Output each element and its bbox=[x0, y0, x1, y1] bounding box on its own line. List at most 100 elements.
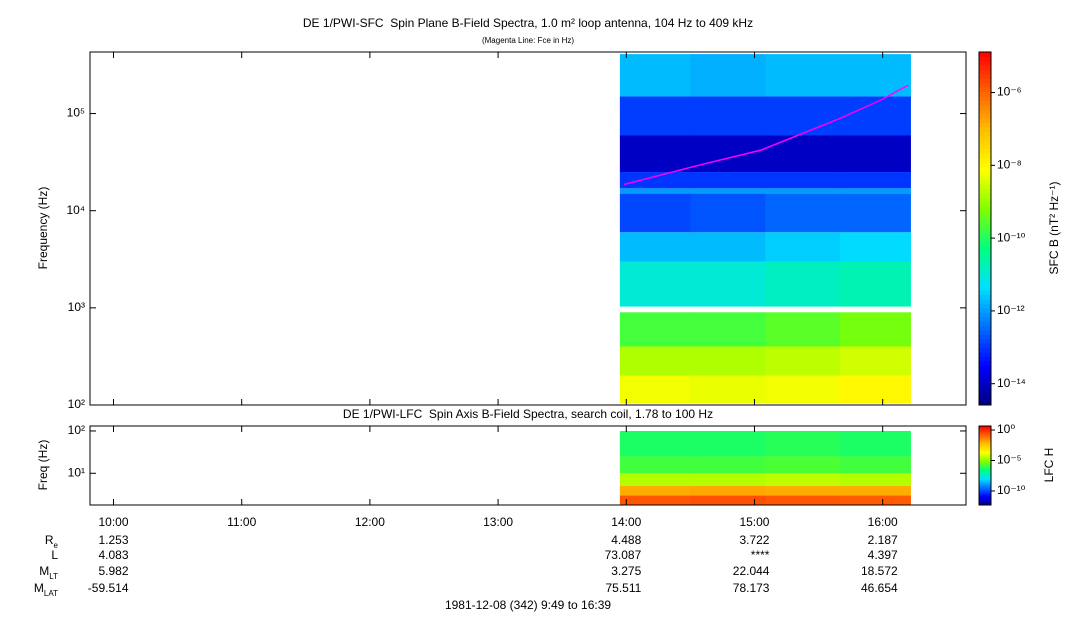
colorbar-swatch bbox=[979, 202, 991, 207]
spectrogram-cell bbox=[765, 486, 841, 496]
colorbar-swatch bbox=[979, 193, 991, 199]
spectrogram-cell bbox=[839, 473, 911, 487]
ephemeris-label-sub: LT bbox=[49, 572, 58, 581]
spectrogram-cell bbox=[619, 495, 691, 505]
colorbar-swatch bbox=[979, 52, 991, 57]
spectrogram-cell bbox=[765, 456, 841, 474]
colorbar-swatch bbox=[979, 135, 991, 141]
colorbar-swatch bbox=[979, 483, 991, 485]
panel-title: DE 1/PWI-LFC Spin Axis B-Field Spectra, … bbox=[343, 407, 713, 421]
spectrogram-cell bbox=[690, 430, 766, 457]
colorbar-swatch bbox=[979, 453, 991, 456]
ephemeris-value: **** bbox=[751, 548, 770, 562]
colorbar-swatch bbox=[979, 299, 991, 304]
colorbar-swatch bbox=[979, 179, 991, 185]
colorbar-swatch bbox=[979, 316, 991, 322]
colorbar-swatch bbox=[979, 263, 991, 269]
y-axis-label: Frequency (Hz) bbox=[36, 187, 50, 270]
colorbar-swatch bbox=[979, 426, 991, 428]
colorbar-swatch bbox=[979, 157, 991, 163]
ephemeris-label-main: R bbox=[45, 533, 54, 547]
colorbar-swatch bbox=[979, 450, 991, 453]
ephemeris-value: 22.044 bbox=[733, 564, 770, 578]
spectrogram-cell bbox=[839, 193, 911, 233]
colorbar-swatch bbox=[979, 104, 991, 110]
colorbar-swatch bbox=[979, 447, 991, 450]
colorbar-swatch bbox=[979, 476, 991, 478]
colorbar-swatch bbox=[979, 329, 991, 335]
colorbar-swatch bbox=[979, 429, 991, 432]
spectrogram-cell bbox=[839, 135, 911, 173]
spectrogram-cell bbox=[690, 346, 766, 376]
colorbar-swatch bbox=[979, 391, 991, 397]
spectrogram-cell bbox=[619, 473, 691, 487]
colorbar-swatch bbox=[979, 127, 991, 132]
colorbar-swatch bbox=[979, 268, 991, 274]
colorbar-swatch bbox=[979, 100, 991, 106]
spectrogram-cell bbox=[839, 486, 911, 496]
y-tick-label: 10³ bbox=[68, 300, 85, 314]
colorbar-swatch bbox=[979, 149, 991, 154]
colorbar-swatch bbox=[979, 352, 991, 357]
colorbar-frame bbox=[978, 425, 992, 506]
colorbar-swatch bbox=[979, 460, 991, 462]
plot-frame bbox=[89, 51, 967, 406]
spectrogram-cell bbox=[619, 312, 691, 347]
colorbar-tick-label: 10⁰ bbox=[997, 422, 1015, 436]
spectrogram-cell bbox=[690, 486, 766, 496]
colorbar-swatch bbox=[979, 360, 991, 366]
spectrogram-cell bbox=[690, 135, 766, 173]
colorbar-swatch bbox=[979, 462, 991, 464]
spectrogram-cell bbox=[690, 188, 766, 194]
colorbar-swatch bbox=[979, 479, 991, 481]
ephemeris-value: 73.087 bbox=[605, 548, 642, 562]
spectrogram-cell bbox=[690, 312, 766, 347]
colorbar-swatch bbox=[979, 175, 991, 181]
x-tick-label: 13:00 bbox=[483, 515, 513, 529]
colorbar-swatch bbox=[979, 321, 991, 326]
colorbar-swatch bbox=[979, 60, 991, 66]
colorbar-swatch bbox=[979, 369, 991, 375]
colorbar-swatch bbox=[979, 465, 991, 467]
spectrogram-cell bbox=[690, 261, 766, 307]
panel-title: DE 1/PWI-SFC Spin Plane B-Field Spectra,… bbox=[303, 16, 753, 30]
spectrogram-cell bbox=[619, 172, 691, 189]
colorbar-swatch bbox=[979, 448, 991, 451]
colorbar-swatch bbox=[979, 382, 991, 388]
colorbar-swatch bbox=[979, 491, 991, 493]
colorbar-swatch bbox=[979, 434, 991, 437]
colorbar-swatch bbox=[979, 498, 991, 500]
colorbar-swatch bbox=[979, 467, 991, 469]
colorbar-swatch bbox=[979, 466, 991, 468]
spectrogram-cell bbox=[839, 232, 911, 262]
ephemeris-label-main: L bbox=[51, 548, 58, 562]
colorbar-swatch bbox=[979, 433, 991, 436]
colorbar-swatch bbox=[979, 451, 991, 454]
colorbar-swatch bbox=[979, 206, 991, 212]
colorbar-swatch bbox=[979, 365, 991, 371]
colorbar-swatch bbox=[979, 303, 991, 309]
colorbar-swatch bbox=[979, 74, 991, 79]
spectrogram-cell bbox=[619, 54, 691, 97]
spectrogram-cell bbox=[690, 473, 766, 487]
colorbar-tick-label: 10⁻¹⁰ bbox=[997, 483, 1026, 497]
colorbar-swatch bbox=[979, 96, 991, 101]
colorbar-swatch bbox=[979, 343, 991, 349]
colorbar-swatch bbox=[979, 430, 991, 433]
ephemeris-value: -59.514 bbox=[88, 581, 129, 595]
colorbar-swatch bbox=[979, 356, 991, 362]
colorbar-swatch bbox=[979, 493, 991, 495]
colorbar-swatch bbox=[979, 499, 991, 501]
x-tick-label: 14:00 bbox=[611, 515, 641, 529]
ephemeris-value: 1.253 bbox=[98, 533, 128, 547]
colorbar-swatch bbox=[979, 464, 991, 466]
colorbar-swatch bbox=[979, 439, 991, 442]
colorbar-label: LFC H bbox=[1042, 448, 1056, 483]
spectrogram-cell bbox=[765, 54, 841, 97]
ephemeris-value: 4.083 bbox=[98, 548, 128, 562]
colorbar-swatch bbox=[979, 468, 991, 470]
colorbar-swatch bbox=[979, 428, 991, 431]
colorbar-swatch bbox=[979, 153, 991, 159]
spectrogram-cell bbox=[839, 375, 911, 404]
